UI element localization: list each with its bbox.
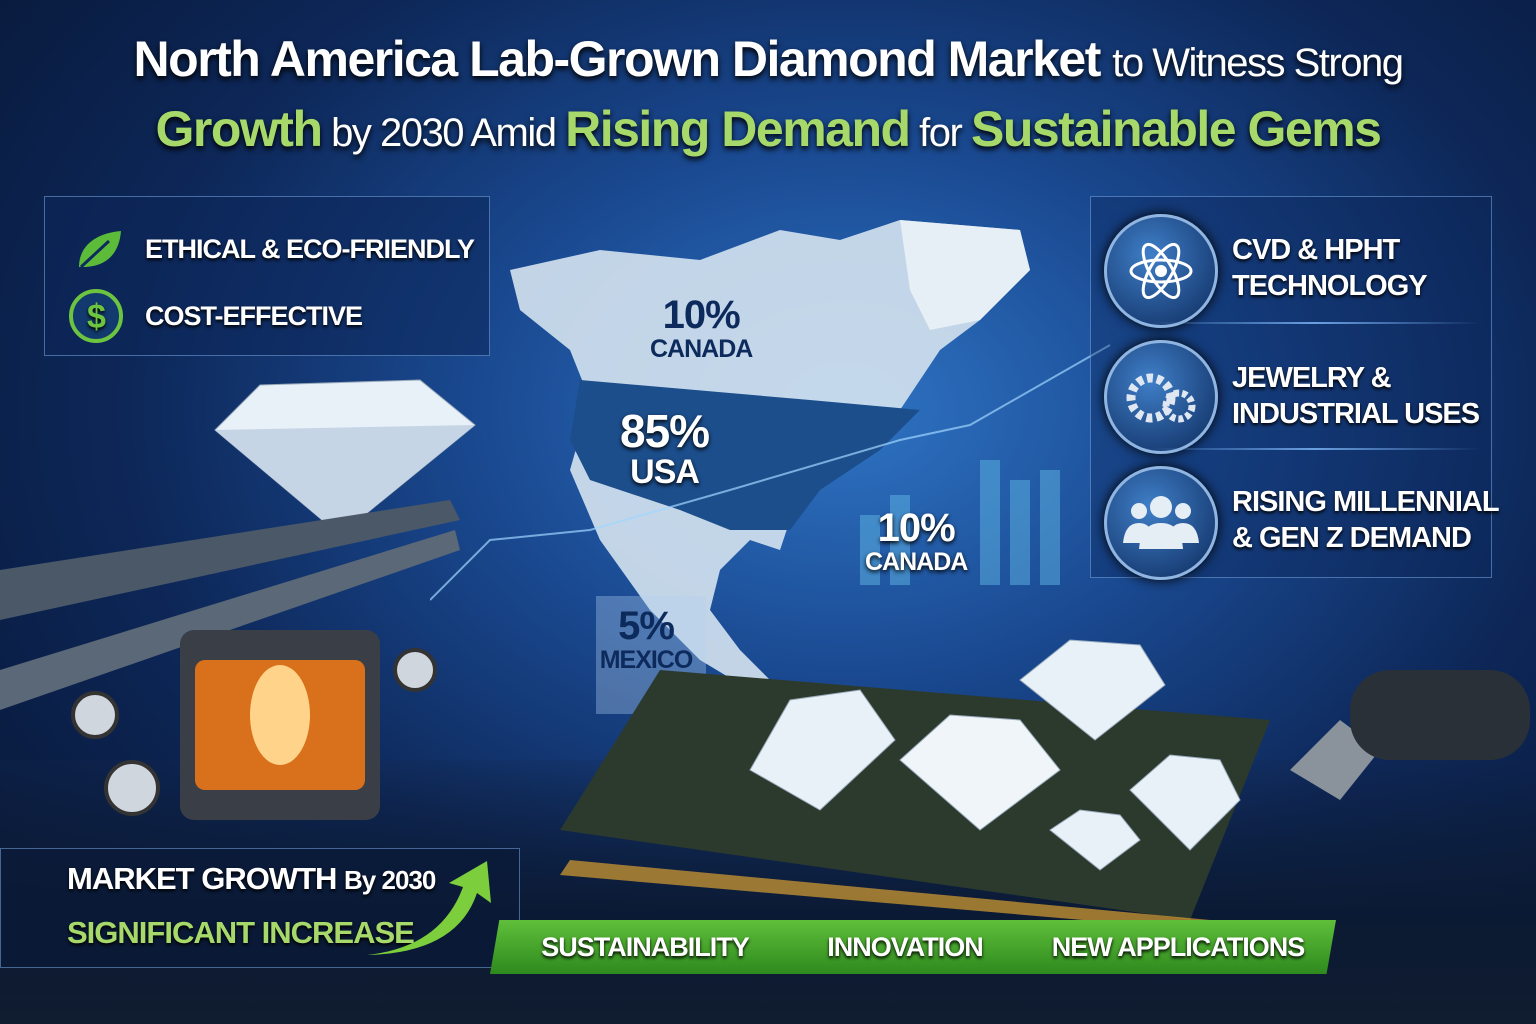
driver-demand: RISING MILLENNIAL & GEN Z DEMAND [1232,484,1500,556]
headline-sustainable-gems: Sustainable Gems [970,101,1382,157]
driver-line: RISING MILLENNIAL [1232,486,1500,518]
benefits-panel: ETHICAL & ECO-FRIENDLY $ COST-EFFECTIVE [44,196,490,356]
gears-icon [1126,373,1196,423]
headline-light: to Witness Strong [1112,41,1404,85]
banner-innovation: INNOVATION [780,920,1030,974]
leaf-icon [79,231,121,269]
headline-text: by 2030 Amid [321,111,566,155]
divider [1150,322,1480,324]
map-label-canada: 10% CANADA [650,293,753,363]
banner-sustainability: SUSTAINABILITY [490,920,800,974]
people-icon-badge [1104,466,1218,580]
headline-line2: Growth by 2030 Amid Rising Demand for Su… [0,100,1536,158]
svg-text:$: $ [87,298,106,336]
driver-line: & GEN Z DEMAND [1232,522,1472,554]
percent: 5% [618,604,675,648]
headline-bold: North America Lab-Grown Diamond Market [133,31,1102,87]
market-growth-panel: MARKET GROWTH By 2030 SIGNIFICANT INCREA… [0,848,520,968]
bar-chart-graphic [860,460,1060,585]
country: CANADA [650,335,753,363]
banner-label: NEW APPLICATIONS [1051,931,1305,962]
headline-growth: Growth [155,101,323,157]
map-label-canada-2: 10% CANADA [865,506,968,576]
north-america-map [510,220,1030,690]
driver-line: JEWELRY & [1232,362,1392,394]
up-arrow-icon [367,861,491,955]
feature-eco: ETHICAL & ECO-FRIENDLY [71,227,475,271]
driver-technology: CVD & HPHT TECHNOLOGY [1232,232,1428,304]
driver-line: CVD & HPHT [1232,234,1400,266]
banner-label: SUSTAINABILITY [541,931,749,962]
map-label-mexico: 5% MEXICO [596,606,696,674]
headline-line1: North America Lab-Grown Diamond Market t… [0,30,1536,88]
trend-line-graphic [430,344,1111,601]
dollar-icon: $ [69,289,123,343]
country: MEXICO [599,646,694,674]
lab-equipment-illustration [0,379,476,820]
driver-line: INDUSTRIAL USES [1232,398,1480,430]
growth-year: By 2030 [344,865,436,895]
feature-label: ETHICAL & ECO-FRIENDLY [145,233,475,264]
feature-label: COST-EFFECTIVE [145,300,363,331]
percent: 85% [620,405,710,457]
country: CANADA [865,548,968,576]
growth-label: MARKET GROWTH [67,861,337,896]
driver-uses: JEWELRY & INDUSTRIAL USES [1232,360,1480,432]
growth-subheading: SIGNIFICANT INCREASE [67,915,415,950]
banner-label: INNOVATION [827,931,983,962]
diamonds-on-circuit-board-illustration [560,639,1530,930]
driver-line: TECHNOLOGY [1232,270,1428,302]
atom-icon [1129,242,1193,300]
map-label-usa: 85% USA [620,405,710,491]
percent: 10% [877,506,956,550]
divider [1150,448,1480,450]
gears-icon-badge [1104,340,1218,454]
banner-new-applications: NEW APPLICATIONS [1020,920,1336,974]
atom-icon-badge [1104,214,1218,328]
headline-rising-demand: Rising Demand [565,101,911,157]
country: USA [630,453,700,491]
headline-text: for [909,111,971,155]
feature-cost: $ COST-EFFECTIVE [67,287,363,345]
growth-heading: MARKET GROWTH By 2030 [67,861,436,897]
percent: 10% [662,293,741,337]
people-icon [1123,496,1199,549]
